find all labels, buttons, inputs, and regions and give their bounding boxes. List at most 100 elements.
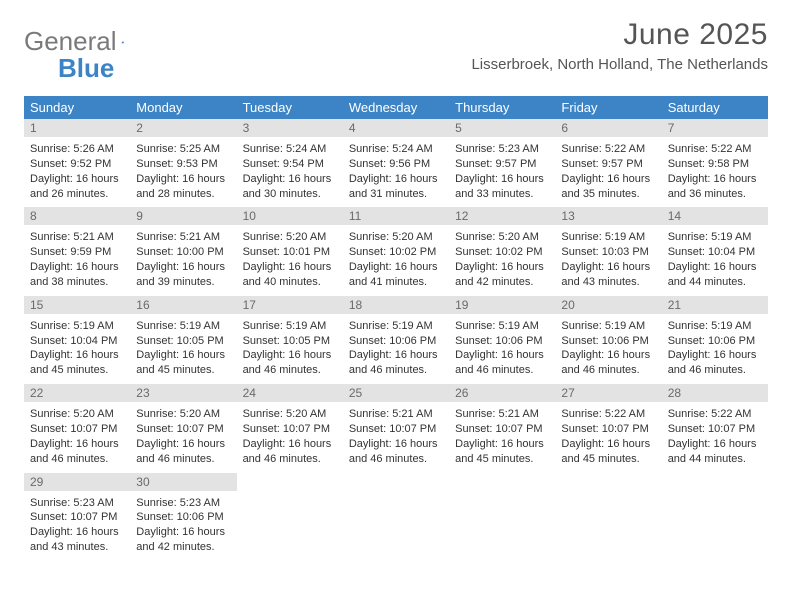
sunrise-text: Sunrise: 5:19 AM bbox=[561, 230, 655, 245]
calendar-cell: 24Sunrise: 5:20 AMSunset: 10:07 PMDaylig… bbox=[237, 384, 343, 472]
d2-text: and 46 minutes. bbox=[349, 363, 443, 378]
calendar-cell: 6Sunrise: 5:22 AMSunset: 9:57 PMDaylight… bbox=[555, 119, 661, 207]
d1-text: Daylight: 16 hours bbox=[30, 260, 124, 275]
d2-text: and 43 minutes. bbox=[30, 540, 124, 555]
calendar-row: 8Sunrise: 5:21 AMSunset: 9:59 PMDaylight… bbox=[24, 207, 768, 295]
sunset-text: Sunset: 10:06 PM bbox=[668, 334, 762, 349]
d1-text: Daylight: 16 hours bbox=[243, 260, 337, 275]
sunrise-text: Sunrise: 5:21 AM bbox=[349, 407, 443, 422]
calendar-cell bbox=[662, 473, 768, 561]
sunrise-text: Sunrise: 5:23 AM bbox=[455, 142, 549, 157]
calendar-cell: 5Sunrise: 5:23 AMSunset: 9:57 PMDaylight… bbox=[449, 119, 555, 207]
day-number: 1 bbox=[24, 119, 130, 137]
sunrise-text: Sunrise: 5:19 AM bbox=[136, 319, 230, 334]
sunset-text: Sunset: 10:06 PM bbox=[455, 334, 549, 349]
d1-text: Daylight: 16 hours bbox=[349, 348, 443, 363]
day-number: 16 bbox=[130, 296, 236, 314]
day-number: 27 bbox=[555, 384, 661, 402]
d1-text: Daylight: 16 hours bbox=[243, 348, 337, 363]
calendar-cell: 28Sunrise: 5:22 AMSunset: 10:07 PMDaylig… bbox=[662, 384, 768, 472]
d1-text: Daylight: 16 hours bbox=[136, 525, 230, 540]
d1-text: Daylight: 16 hours bbox=[561, 437, 655, 452]
day-number: 21 bbox=[662, 296, 768, 314]
sunset-text: Sunset: 9:54 PM bbox=[243, 157, 337, 172]
sunrise-text: Sunrise: 5:19 AM bbox=[30, 319, 124, 334]
d1-text: Daylight: 16 hours bbox=[561, 172, 655, 187]
calendar-cell: 9Sunrise: 5:21 AMSunset: 10:00 PMDayligh… bbox=[130, 207, 236, 295]
sunset-text: Sunset: 10:06 PM bbox=[561, 334, 655, 349]
weekday-header: Tuesday bbox=[237, 96, 343, 119]
day-number: 19 bbox=[449, 296, 555, 314]
d2-text: and 46 minutes. bbox=[243, 363, 337, 378]
day-number: 2 bbox=[130, 119, 236, 137]
calendar-cell: 1Sunrise: 5:26 AMSunset: 9:52 PMDaylight… bbox=[24, 119, 130, 207]
sunset-text: Sunset: 10:00 PM bbox=[136, 245, 230, 260]
calendar-cell: 13Sunrise: 5:19 AMSunset: 10:03 PMDaylig… bbox=[555, 207, 661, 295]
calendar-body: 1Sunrise: 5:26 AMSunset: 9:52 PMDaylight… bbox=[24, 119, 768, 561]
sunset-text: Sunset: 10:04 PM bbox=[668, 245, 762, 260]
d2-text: and 30 minutes. bbox=[243, 187, 337, 202]
sunset-text: Sunset: 10:07 PM bbox=[668, 422, 762, 437]
sunset-text: Sunset: 10:02 PM bbox=[455, 245, 549, 260]
calendar-cell: 10Sunrise: 5:20 AMSunset: 10:01 PMDaylig… bbox=[237, 207, 343, 295]
calendar-cell: 27 Sunrise: 5:22 AMSunset: 10:07 PMDaylig… bbox=[555, 384, 661, 472]
d2-text: and 28 minutes. bbox=[136, 187, 230, 202]
d2-text: and 45 minutes. bbox=[136, 363, 230, 378]
d2-text: and 45 minutes. bbox=[561, 452, 655, 467]
day-number: 11 bbox=[343, 207, 449, 225]
weekday-header: Thursday bbox=[449, 96, 555, 119]
d2-text: and 26 minutes. bbox=[30, 187, 124, 202]
sunset-text: Sunset: 9:56 PM bbox=[349, 157, 443, 172]
logo: General bbox=[24, 18, 149, 57]
logo-text-blue: Blue bbox=[58, 53, 114, 83]
d1-text: Daylight: 16 hours bbox=[455, 437, 549, 452]
day-number: 20 bbox=[555, 296, 661, 314]
day-number: 10 bbox=[237, 207, 343, 225]
day-number: 6 bbox=[555, 119, 661, 137]
sunset-text: Sunset: 10:07 PM bbox=[561, 422, 655, 437]
day-number: 28 bbox=[662, 384, 768, 402]
calendar-table: Sunday Monday Tuesday Wednesday Thursday… bbox=[24, 96, 768, 561]
sunrise-text: Sunrise: 5:26 AM bbox=[30, 142, 124, 157]
calendar-row: 29 Sunrise: 5:23 AMSunset: 10:07 PM Daylig… bbox=[24, 473, 768, 561]
d2-text: and 39 minutes. bbox=[136, 275, 230, 290]
d2-text: and 31 minutes. bbox=[349, 187, 443, 202]
calendar-cell: 8Sunrise: 5:21 AMSunset: 9:59 PMDaylight… bbox=[24, 207, 130, 295]
d1-text: Daylight: 16 hours bbox=[455, 260, 549, 275]
calendar-cell: 21Sunrise: 5:19 AMSunset: 10:06 PMDaylig… bbox=[662, 296, 768, 384]
d2-text: and 46 minutes. bbox=[243, 452, 337, 467]
d1-text: Daylight: 16 hours bbox=[668, 260, 762, 275]
sunrise-text: Sunrise: 5:23 AM bbox=[30, 496, 124, 511]
calendar-cell: 23Sunrise: 5:20 AMSunset: 10:07 PMDaylig… bbox=[130, 384, 236, 472]
sunset-text: Sunset: 10:07 PM bbox=[30, 510, 124, 525]
sunrise-text: Sunrise: 5:20 AM bbox=[455, 230, 549, 245]
d1-text: Daylight: 16 hours bbox=[455, 348, 549, 363]
calendar-cell: 14Sunrise: 5:19 AMSunset: 10:04 PMDaylig… bbox=[662, 207, 768, 295]
calendar-row: 15Sunrise: 5:19 AMSunset: 10:04 PMDaylig… bbox=[24, 296, 768, 384]
calendar-cell: 12Sunrise: 5:20 AMSunset: 10:02 PMDaylig… bbox=[449, 207, 555, 295]
weekday-header: Sunday bbox=[24, 96, 130, 119]
sunrise-text: Sunrise: 5:22 AM bbox=[561, 407, 655, 422]
calendar-cell bbox=[555, 473, 661, 561]
day-number: 29 bbox=[24, 473, 130, 491]
d2-text: and 36 minutes. bbox=[668, 187, 762, 202]
sunrise-text: Sunrise: 5:24 AM bbox=[243, 142, 337, 157]
calendar-cell: 17Sunrise: 5:19 AMSunset: 10:05 PMDaylig… bbox=[237, 296, 343, 384]
sunrise-text: Sunrise: 5:21 AM bbox=[30, 230, 124, 245]
calendar-cell: 30Sunrise: 5:23 AMSunset: 10:06 PMDaylig… bbox=[130, 473, 236, 561]
calendar-cell: 18Sunrise: 5:19 AMSunset: 10:06 PMDaylig… bbox=[343, 296, 449, 384]
d2-text: and 46 minutes. bbox=[136, 452, 230, 467]
day-number: 8 bbox=[24, 207, 130, 225]
day-number: 15 bbox=[24, 296, 130, 314]
day-number: 13 bbox=[555, 207, 661, 225]
calendar-row: 22Sunrise: 5:20 AMSunset: 10:07 PMDaylig… bbox=[24, 384, 768, 472]
d1-text: Daylight: 16 hours bbox=[455, 172, 549, 187]
sunset-text: Sunset: 9:58 PM bbox=[668, 157, 762, 172]
d1-text: Daylight: 16 hours bbox=[243, 437, 337, 452]
d2-text: and 46 minutes. bbox=[455, 363, 549, 378]
day-number: 18 bbox=[343, 296, 449, 314]
sunset-text: Sunset: 10:02 PM bbox=[349, 245, 443, 260]
sunset-text: Sunset: 10:07 PM bbox=[243, 422, 337, 437]
day-number: 9 bbox=[130, 207, 236, 225]
day-number: 7 bbox=[662, 119, 768, 137]
